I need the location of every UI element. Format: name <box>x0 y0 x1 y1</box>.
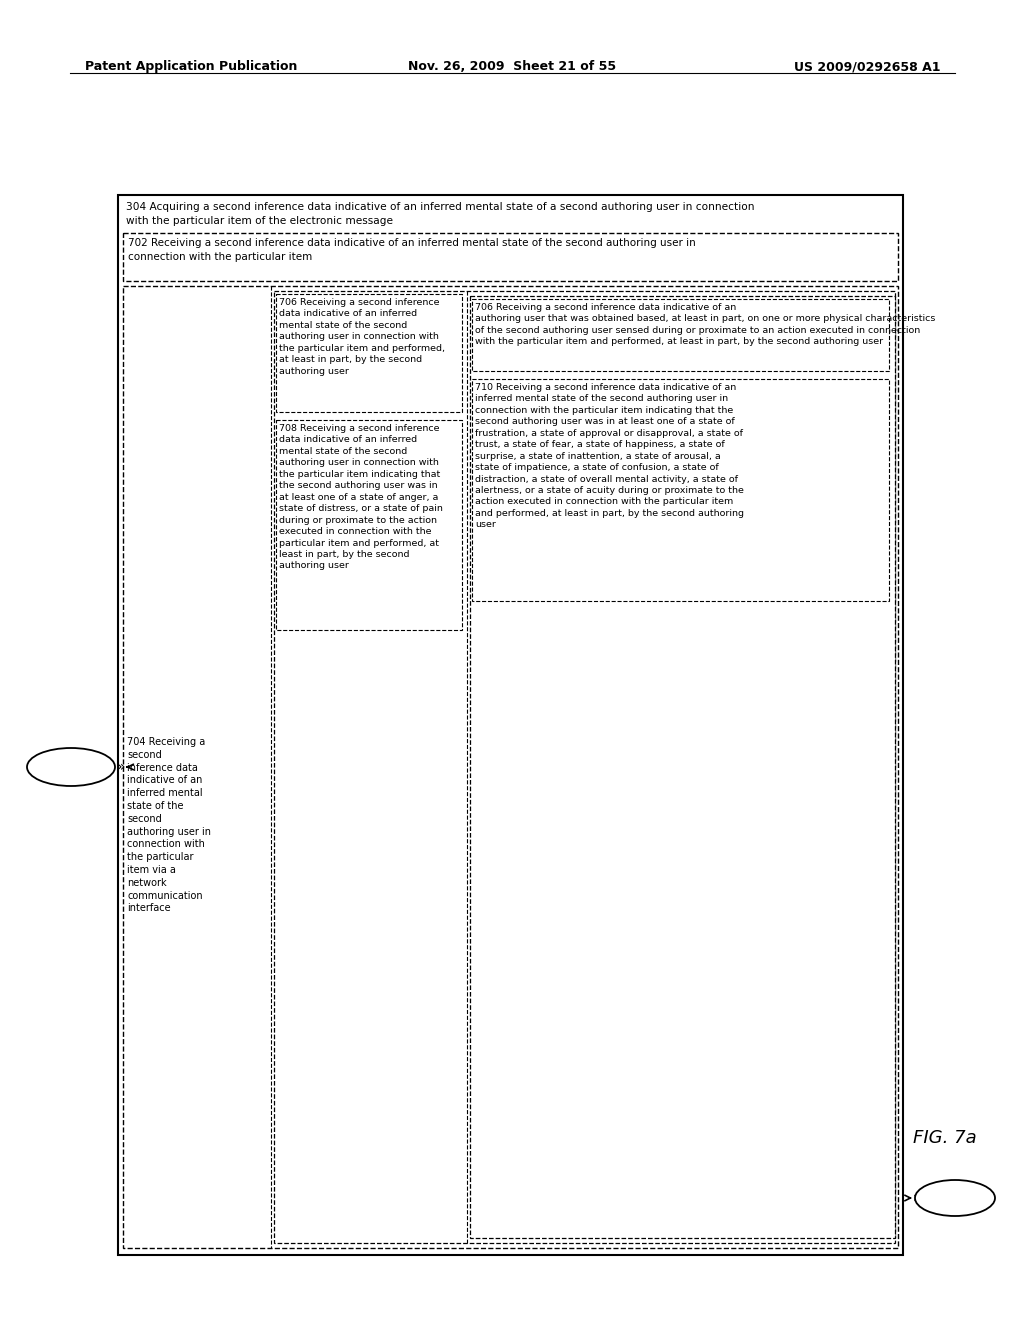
Text: 304 Acquiring a second inference data indicative of an inferred mental state of : 304 Acquiring a second inference data in… <box>126 202 755 213</box>
Bar <box>276 420 462 630</box>
Text: 704 Receiving a
second
inference data
indicative of an
inferred mental
state of : 704 Receiving a second inference data in… <box>127 737 211 913</box>
Text: Start: Start <box>55 762 86 775</box>
Bar <box>123 234 898 281</box>
Text: with the particular item of the electronic message: with the particular item of the electron… <box>126 216 393 226</box>
Ellipse shape <box>27 748 115 785</box>
Ellipse shape <box>915 1180 995 1216</box>
Text: FIG. 7a: FIG. 7a <box>913 1129 977 1147</box>
Text: Nov. 26, 2009  Sheet 21 of 55: Nov. 26, 2009 Sheet 21 of 55 <box>408 59 616 73</box>
Text: 706 Receiving a second inference
data indicative of an inferred
mental state of : 706 Receiving a second inference data in… <box>279 298 445 376</box>
Bar <box>472 300 889 371</box>
Bar <box>472 379 889 601</box>
Text: »: » <box>913 1191 922 1205</box>
Text: 706 Receiving a second inference data indicative of an
authoring user that was o: 706 Receiving a second inference data in… <box>475 304 935 346</box>
Text: 708 Receiving a second inference
data indicative of an inferred
mental state of : 708 Receiving a second inference data in… <box>279 424 442 570</box>
Bar <box>123 286 898 1247</box>
Text: End: End <box>943 1192 967 1205</box>
Text: US 2009/0292658 A1: US 2009/0292658 A1 <box>794 59 940 73</box>
Bar <box>274 290 895 1243</box>
Text: 710 Receiving a second inference data indicative of an
inferred mental state of : 710 Receiving a second inference data in… <box>475 383 744 529</box>
Bar <box>118 195 903 1255</box>
Bar <box>470 296 895 1238</box>
Text: connection with the particular item: connection with the particular item <box>128 252 312 261</box>
Bar <box>276 294 462 412</box>
Text: »: » <box>117 760 126 774</box>
Text: 702 Receiving a second inference data indicative of an inferred mental state of : 702 Receiving a second inference data in… <box>128 238 695 248</box>
Text: Patent Application Publication: Patent Application Publication <box>85 59 297 73</box>
